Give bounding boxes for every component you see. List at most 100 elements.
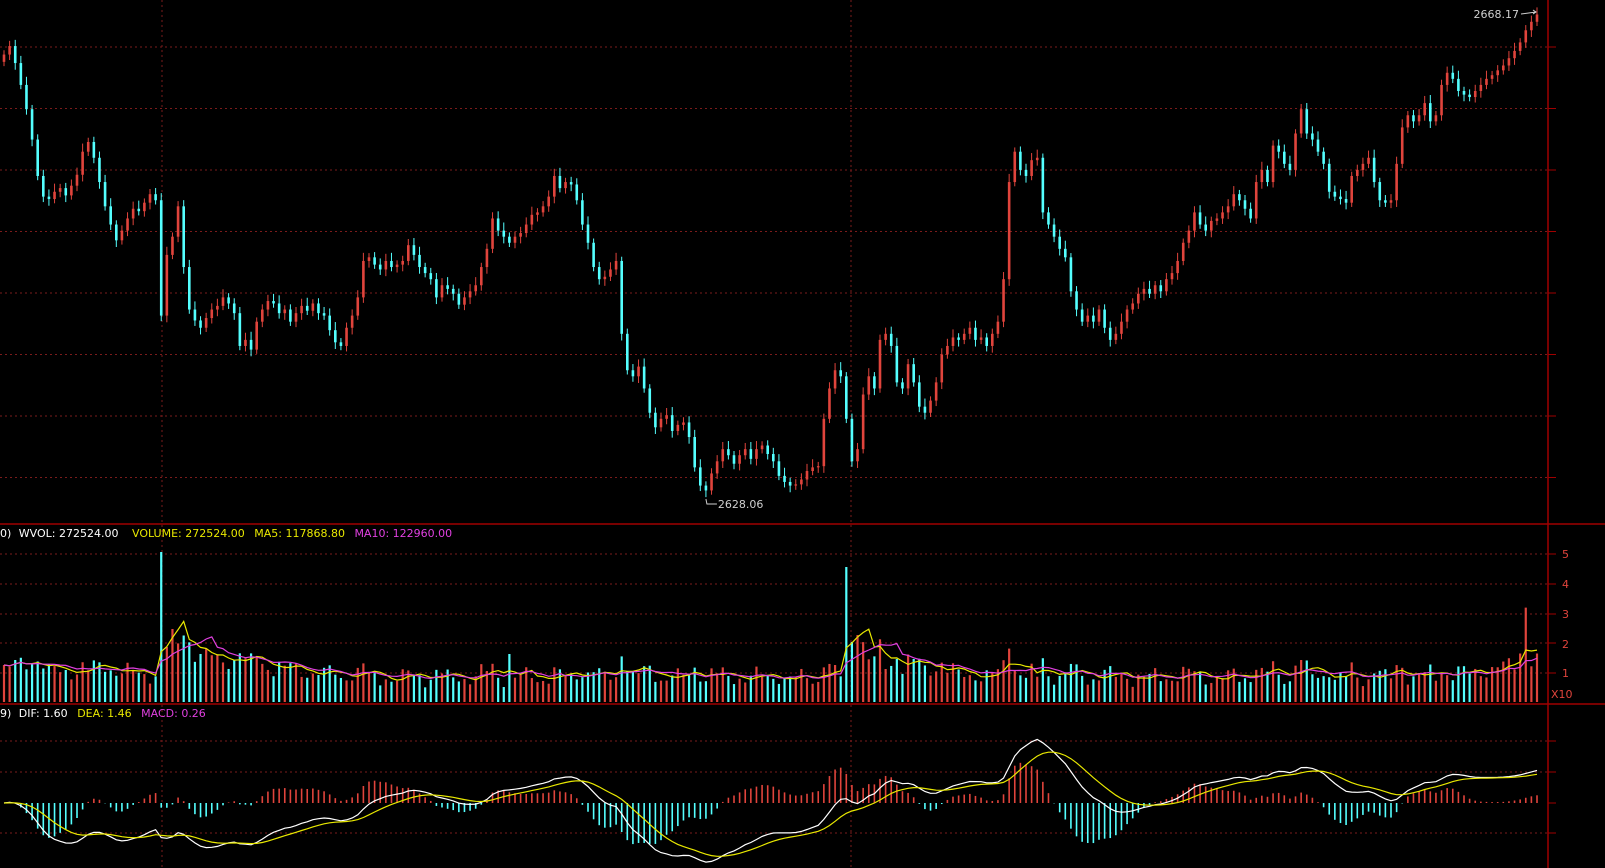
candle-body [283,309,287,314]
candle-body [232,303,236,314]
candle-body [1406,115,1410,128]
candle-body [1052,224,1056,237]
candle-body [1322,151,1325,164]
candle-body [805,471,809,480]
candle-body [378,264,382,270]
candle-body [1080,309,1084,322]
candle-body [665,415,668,419]
candle-body [42,175,45,197]
candle-body [743,449,747,456]
macd-legend-prefix: 9) [0,707,11,720]
ma5-value: MA5: 117868.80 [254,527,345,540]
candle-body [1283,151,1286,164]
candle-body [1215,218,1219,221]
candle-body [86,141,90,152]
volume-legend-prefix: 0) [0,527,11,540]
candle-body [1384,200,1387,203]
high-price-arrow [1520,9,1537,15]
candle-body [654,412,657,428]
candle-body [1069,257,1073,292]
candle-body [103,182,107,207]
candle-body [1243,200,1247,209]
candle-body [974,327,977,340]
macd-lines [3,738,1538,863]
candle-body [1103,309,1106,328]
candle-body [1193,212,1196,231]
candle-body [1367,157,1370,164]
candle-body [1170,273,1174,280]
candle-body [47,196,51,200]
candle-body [451,288,455,294]
candle-body [485,248,489,268]
candle-body [1249,208,1252,219]
candle-body [923,406,927,413]
candle-body [1120,321,1123,334]
candle-body [1445,72,1449,85]
candle-body [1271,145,1275,183]
candle-body [1035,157,1039,161]
candle-body [1434,115,1438,122]
candle-body [53,191,56,200]
candle-body [182,206,185,268]
candle-body [878,339,882,389]
candle-body [929,400,932,413]
candle-body [1305,109,1309,134]
candle-body [1148,288,1151,294]
candle-body [1181,242,1185,261]
candle-body [1024,169,1028,176]
candle-body [1524,30,1528,43]
candle-body [120,230,124,241]
candle-body [390,260,393,268]
low-price-arrow [705,498,717,505]
ma10-value: MA10: 122960.00 [354,527,452,540]
candle-body [1041,157,1045,213]
candle-body [334,330,337,343]
candle-body [682,422,685,425]
candle-body [289,309,292,322]
candle-body [244,339,247,346]
candle-body [1064,248,1067,258]
candle-body [1030,160,1033,176]
candle-body [58,188,62,192]
candle-body [861,394,865,450]
chart-grid [0,0,1548,868]
ma10-line [3,636,1538,680]
candle-body [906,364,910,389]
candle-body [738,455,741,464]
candle-body [311,303,315,311]
candle-body [1288,163,1292,170]
candle-body [1327,163,1331,192]
dif-line [3,738,1538,863]
candle-body [856,449,859,462]
candle-body [1462,90,1466,95]
candle-body [328,315,331,331]
candle-body [317,303,320,314]
candle-body [1473,90,1477,98]
candle-body [92,141,96,158]
candle-body [1204,224,1207,231]
candle-body [648,388,652,413]
candle-body [227,297,230,304]
candle-body [1468,94,1471,98]
candle-body [8,46,11,55]
candle-body [1142,288,1146,294]
candle-body [25,84,28,110]
candle-body [435,279,438,298]
candle-body [889,333,893,346]
candle-body [1260,169,1264,183]
candle-body [1299,109,1303,134]
candle-body [732,455,736,464]
candle-body [1131,303,1134,310]
candle-body [1350,175,1353,203]
candle-body [204,318,208,328]
candle-body [446,285,449,289]
candle-body [1114,333,1118,340]
candle-body [210,309,214,319]
candle-body [962,333,966,340]
dif-value: DIF: 1.60 [19,707,68,720]
candle-body [1502,65,1505,71]
candle-body [1530,21,1533,31]
candle-body [412,245,416,255]
candle-body [1344,199,1348,203]
candle-body [783,475,786,482]
